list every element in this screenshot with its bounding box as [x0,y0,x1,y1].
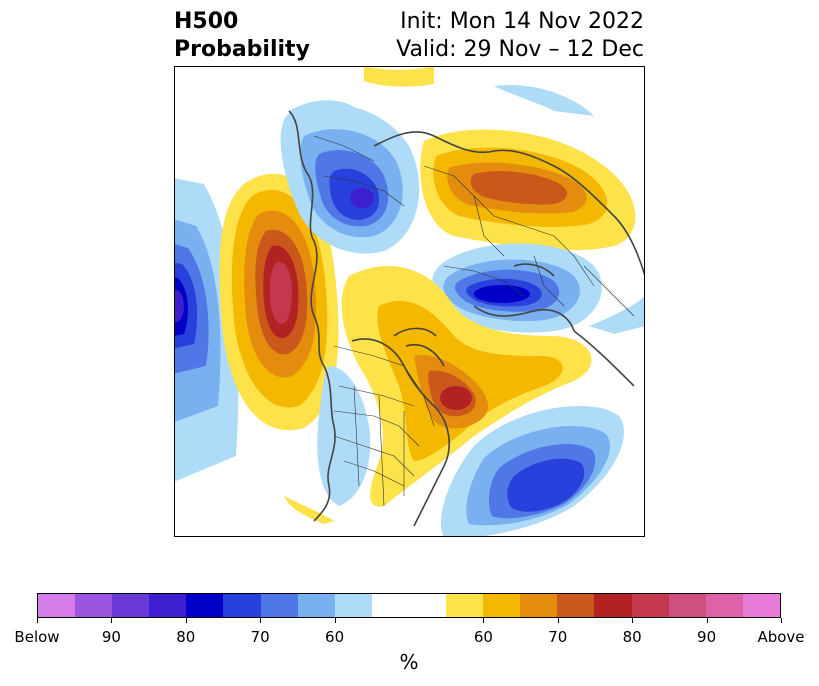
colorbar-segment [334,594,372,617]
colorbar-tickmark [260,618,262,623]
colorbar-segment [705,594,743,617]
anomaly-atlantic-trough-below [440,406,624,537]
colorbar-segment [112,594,150,617]
colorbar-tick-label: 90 [101,628,121,646]
coastlines [288,110,645,527]
anomaly-siberia-ridge-above [364,66,636,251]
colorbar-tickmark [185,618,187,623]
colorbar-tick-label: 80 [176,628,196,646]
colorbar-tickmark [557,618,559,623]
political-borders [313,135,635,507]
chart-title: H500 Probability [174,8,310,64]
colorbar-tickmark [632,618,634,623]
colorbar-segment [223,594,261,617]
title-line-1: H500 [174,9,239,34]
colorbar-tick-label: 70 [548,628,568,646]
colorbar-segment [631,594,669,617]
colorbar-tickmark [111,618,113,623]
colorbar-segment [742,594,780,617]
colorbar-segment [557,594,595,617]
colorbar-segment [483,594,521,617]
colorbar-tick-label: 80 [622,628,642,646]
map-panel [174,66,645,537]
colorbar-tick-label: 60 [325,628,345,646]
probability-map [174,66,645,537]
colorbar-segment [408,594,447,617]
colorbar-tick-label: 90 [697,628,717,646]
title-line-2: Probability [174,37,310,62]
colorbar-segment [446,594,484,617]
init-date: Init: Mon 14 Nov 2022 [400,9,644,34]
anomaly-europe-trough-below [432,66,645,334]
valid-range: Valid: 29 Nov – 12 Dec [396,37,644,62]
colorbar-unit-label: % [399,650,419,674]
colorbar-tick-label: Below [14,628,60,646]
colorbar-tickmark [483,618,485,623]
colorbar-tick-label: 70 [250,628,270,646]
colorbar-segment [371,594,409,617]
colorbar-segment [297,594,335,617]
colorbar-segment [75,594,113,617]
colorbar-tickmark [706,618,708,623]
colorbar-segment [260,594,298,617]
anomaly-pacific-ridge-above [219,173,339,431]
colorbar-tickmark [334,618,336,623]
colorbar-tick-label: 60 [473,628,493,646]
colorbar [37,593,781,618]
colorbar-segment [668,594,706,617]
colorbar-segment [520,594,558,617]
colorbar-segment [186,594,224,617]
colorbar-tickmark [37,618,38,623]
colorbar-tickmark [781,618,782,623]
colorbar-segment [594,594,632,617]
date-info: Init: Mon 14 Nov 2022 Valid: 29 Nov – 12… [396,8,644,64]
colorbar-segment [149,594,187,617]
colorbar-segment [38,594,76,617]
colorbar-tick-label: Above [757,628,805,646]
